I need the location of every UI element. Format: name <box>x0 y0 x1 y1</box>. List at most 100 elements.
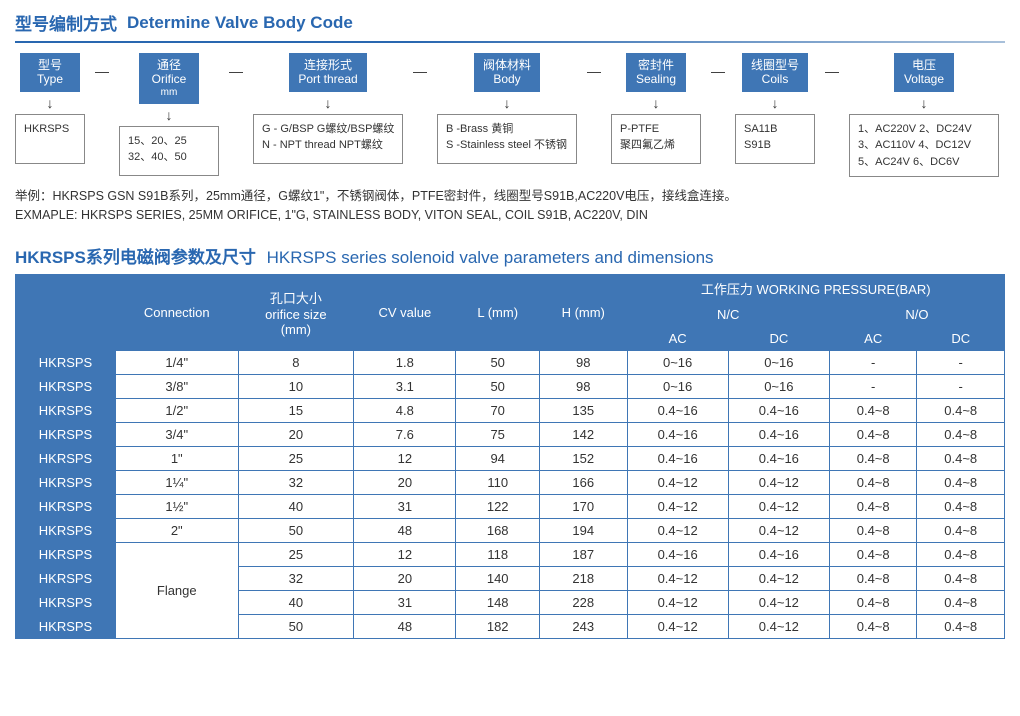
dash-separator: — <box>585 63 603 79</box>
cell-connection: 1½" <box>116 494 239 518</box>
cell-model: HKRSPS <box>16 350 116 374</box>
cell-orifice: 25 <box>238 542 354 566</box>
cell-nc_dc: 0~16 <box>728 374 829 398</box>
code-box: P-PTFE聚四氟乙烯 <box>611 114 701 164</box>
cell-orifice: 32 <box>238 566 354 590</box>
cell-nc_ac: 0.4~12 <box>627 566 728 590</box>
cell-no_ac: - <box>829 350 916 374</box>
arrow-down-icon: ↓ <box>653 96 660 110</box>
cell-nc_ac: 0.4~12 <box>627 470 728 494</box>
cell-h: 228 <box>539 590 627 614</box>
cell-h: 135 <box>539 398 627 422</box>
example-en: EXMAPLE: HKRSPS SERIES, 25MM ORIFICE, 1"… <box>15 206 1005 225</box>
cell-cv: 20 <box>354 470 456 494</box>
cell-cv: 12 <box>354 542 456 566</box>
cell-nc_ac: 0.4~16 <box>627 446 728 470</box>
code-col: 阀体材料Body↓B -Brass 黄铜S -Stainless steel 不… <box>437 53 577 164</box>
cell-model: HKRSPS <box>16 470 116 494</box>
th-cv: CV value <box>354 274 456 350</box>
cell-no_ac: - <box>829 374 916 398</box>
cell-no_ac: 0.4~8 <box>829 494 916 518</box>
th-nc-ac: AC <box>627 326 728 350</box>
th-no: N/O <box>829 302 1004 326</box>
cell-h: 187 <box>539 542 627 566</box>
section1-underline <box>15 41 1005 43</box>
cell-l: 70 <box>456 398 539 422</box>
cell-l: 50 <box>456 374 539 398</box>
cell-nc_dc: 0.4~12 <box>728 566 829 590</box>
cell-no_ac: 0.4~8 <box>829 566 916 590</box>
th-nc: N/C <box>627 302 829 326</box>
code-box: SA11BS91B <box>735 114 815 164</box>
cell-nc_ac: 0.4~16 <box>627 422 728 446</box>
cell-no_ac: 0.4~8 <box>829 614 916 638</box>
table-row: HKRSPS2"50481681940.4~120.4~120.4~80.4~8 <box>16 518 1005 542</box>
th-orifice: 孔口大小 orifice size (mm) <box>238 274 354 350</box>
arrow-down-icon: ↓ <box>325 96 332 110</box>
cell-connection: 1¼" <box>116 470 239 494</box>
cell-nc_dc: 0.4~16 <box>728 446 829 470</box>
code-col: 型号Type↓HKRSPS <box>15 53 85 164</box>
code-box: 15、20、2532、40、50 <box>119 126 219 176</box>
cell-cv: 7.6 <box>354 422 456 446</box>
spec-table-body: HKRSPS1/4"81.850980~160~16--HKRSPS3/8"10… <box>16 350 1005 638</box>
cell-no_ac: 0.4~8 <box>829 398 916 422</box>
cell-h: 194 <box>539 518 627 542</box>
cell-nc_ac: 0~16 <box>627 374 728 398</box>
cell-orifice: 15 <box>238 398 354 422</box>
cell-orifice: 40 <box>238 494 354 518</box>
cell-nc_dc: 0.4~12 <box>728 470 829 494</box>
cell-cv: 3.1 <box>354 374 456 398</box>
cell-l: 110 <box>456 470 539 494</box>
cell-nc_ac: 0.4~16 <box>627 398 728 422</box>
cell-nc_dc: 0.4~16 <box>728 542 829 566</box>
table-row: HKRSPS1"2512941520.4~160.4~160.4~80.4~8 <box>16 446 1005 470</box>
spec-table: Connection 孔口大小 orifice size (mm) CV val… <box>15 274 1005 639</box>
cell-cv: 31 <box>354 494 456 518</box>
cell-no_dc: - <box>917 374 1005 398</box>
cell-h: 243 <box>539 614 627 638</box>
cell-l: 75 <box>456 422 539 446</box>
cell-l: 94 <box>456 446 539 470</box>
section1-title-en: Determine Valve Body Code <box>127 13 353 33</box>
table-row: HKRSPS1½"40311221700.4~120.4~120.4~80.4~… <box>16 494 1005 518</box>
th-l: L (mm) <box>456 274 539 350</box>
cell-orifice: 10 <box>238 374 354 398</box>
code-col: 连接形式Port thread↓G - G/BSP G螺纹/BSP螺纹N - N… <box>253 53 403 164</box>
table-row: HKRSPS1/4"81.850980~160~16-- <box>16 350 1005 374</box>
cell-orifice: 50 <box>238 518 354 542</box>
cell-nc_ac: 0.4~12 <box>627 590 728 614</box>
dash-separator: — <box>411 63 429 79</box>
cell-l: 182 <box>456 614 539 638</box>
table-row: HKRSPS1/2"154.8701350.4~160.4~160.4~80.4… <box>16 398 1005 422</box>
cell-cv: 31 <box>354 590 456 614</box>
cell-nc_dc: 0.4~12 <box>728 590 829 614</box>
cell-nc_dc: 0.4~12 <box>728 518 829 542</box>
cell-nc_dc: 0.4~16 <box>728 422 829 446</box>
example-block: 举例：HKRSPS GSN S91B系列，25mm通径，G螺纹1"，不锈钢阀体，… <box>15 187 1005 225</box>
cell-connection: 3/8" <box>116 374 239 398</box>
dash-separator: — <box>823 63 841 79</box>
cell-connection: 1/4" <box>116 350 239 374</box>
cell-orifice: 32 <box>238 470 354 494</box>
code-header: 阀体材料Body <box>474 53 540 92</box>
cell-model: HKRSPS <box>16 590 116 614</box>
th-no-ac: AC <box>829 326 916 350</box>
cell-l: 118 <box>456 542 539 566</box>
cell-l: 148 <box>456 590 539 614</box>
cell-no_ac: 0.4~8 <box>829 542 916 566</box>
cell-cv: 4.8 <box>354 398 456 422</box>
cell-h: 98 <box>539 374 627 398</box>
cell-cv: 12 <box>354 446 456 470</box>
cell-no_dc: 0.4~8 <box>917 422 1005 446</box>
arrow-down-icon: ↓ <box>504 96 511 110</box>
cell-no_dc: 0.4~8 <box>917 542 1005 566</box>
cell-cv: 48 <box>354 518 456 542</box>
cell-model: HKRSPS <box>16 374 116 398</box>
dash-separator: — <box>93 63 111 79</box>
cell-orifice: 50 <box>238 614 354 638</box>
table-row: HKRSPS3/4"207.6751420.4~160.4~160.4~80.4… <box>16 422 1005 446</box>
code-box: HKRSPS <box>15 114 85 164</box>
th-blank <box>16 274 116 350</box>
cell-l: 140 <box>456 566 539 590</box>
